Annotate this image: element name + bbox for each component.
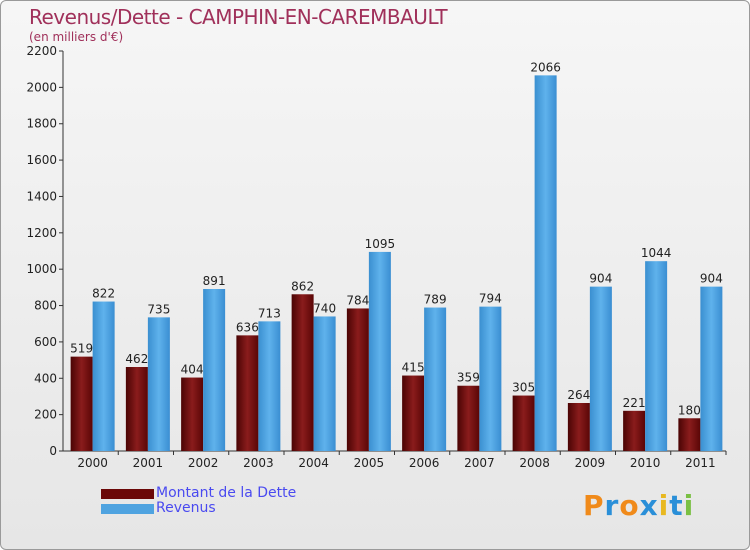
proxiti-logo: Proxiti [583,489,694,522]
y-tick-label: 0 [49,444,57,458]
x-tick-label: 2010 [630,456,661,470]
bar-revenus [92,301,115,451]
data-label-revenus: 713 [258,306,281,320]
y-tick-label: 2000 [26,80,57,94]
bar-revenus [700,286,723,451]
x-tick-label: 2000 [77,456,108,470]
x-tick-label: 2004 [298,456,329,470]
bar-revenus [147,317,170,451]
data-label-dette: 636 [236,320,259,334]
data-label-revenus: 904 [589,272,612,286]
data-label-revenus: 904 [700,272,723,286]
x-tick-label: 2005 [354,456,385,470]
data-label-dette: 784 [346,293,369,307]
y-tick-label: 1000 [26,262,57,276]
data-label-revenus: 740 [313,301,336,315]
y-tick-label: 1600 [26,153,57,167]
x-tick-label: 2006 [409,456,440,470]
bar-dette [512,395,535,451]
bar-revenus [258,321,281,451]
bar-revenus [589,286,612,451]
legend-label-revenue: Revenus [156,500,216,516]
data-label-revenus: 789 [424,293,447,307]
data-label-revenus: 1044 [641,246,672,260]
data-label-dette: 462 [125,352,148,366]
data-label-dette: 305 [512,381,535,395]
logo-letter: i [683,489,695,522]
legend-label-debt: Montant de la Dette [156,485,297,501]
y-tick-label: 600 [34,335,57,349]
x-tick-label: 2007 [464,456,495,470]
data-label-dette: 264 [567,388,590,402]
bar-dette [567,403,590,451]
data-label-revenus: 1095 [365,237,396,251]
data-label-revenus: 735 [147,302,170,316]
legend-swatch-debt [101,489,154,499]
logo-letter: P [583,489,605,522]
data-label-dette: 415 [402,361,425,375]
data-label-dette: 404 [181,363,204,377]
bar-dette [678,418,701,451]
y-tick-label: 2200 [26,44,57,58]
data-label-dette: 221 [623,396,646,410]
y-tick-label: 200 [34,408,57,422]
data-label-dette: 359 [457,371,480,385]
y-tick-label: 1400 [26,189,57,203]
bar-dette [125,367,148,451]
bar-dette [623,410,646,451]
logo-letter: x [639,489,659,522]
x-tick-label: 2011 [685,456,716,470]
bar-revenus [424,307,447,451]
logo-letter: o [619,489,640,522]
logo-letter: r [604,489,620,522]
data-label-revenus: 891 [203,274,226,288]
x-tick-label: 2001 [133,456,164,470]
bar-revenus [368,251,391,451]
y-tick-label: 1800 [26,117,57,131]
data-label-dette: 862 [291,279,314,293]
data-label-dette: 180 [678,403,701,417]
chart-subtitle: (en milliers d'€) [29,30,124,44]
data-label-dette: 519 [70,342,93,356]
bar-dette [70,356,93,451]
y-tick-label: 1200 [26,226,57,240]
bar-dette [181,377,204,451]
bar-dette [236,335,259,451]
y-tick-label: 800 [34,299,57,313]
bar-revenus [203,289,226,451]
bar-revenus [645,261,668,451]
bar-revenus [313,316,336,451]
bar-dette [402,375,425,451]
x-tick-label: 2002 [188,456,219,470]
logo-letter: i [658,489,670,522]
data-label-revenus: 822 [92,287,115,301]
x-tick-label: 2009 [575,456,606,470]
data-label-revenus: 794 [479,292,502,306]
bar-revenus [534,75,557,451]
legend-swatch-revenue [101,504,154,514]
bar-dette [291,294,314,451]
bar-dette [457,385,480,451]
logo-letter: t [669,489,684,522]
bar-dette [346,308,369,451]
x-tick-label: 2003 [243,456,274,470]
chart-title: Revenus/Dette - CAMPHIN-EN-CAREMBAULT [29,5,448,29]
y-tick-label: 400 [34,371,57,385]
x-tick-label: 2008 [519,456,550,470]
bar-revenus [479,306,502,451]
data-label-revenus: 2066 [530,60,561,74]
